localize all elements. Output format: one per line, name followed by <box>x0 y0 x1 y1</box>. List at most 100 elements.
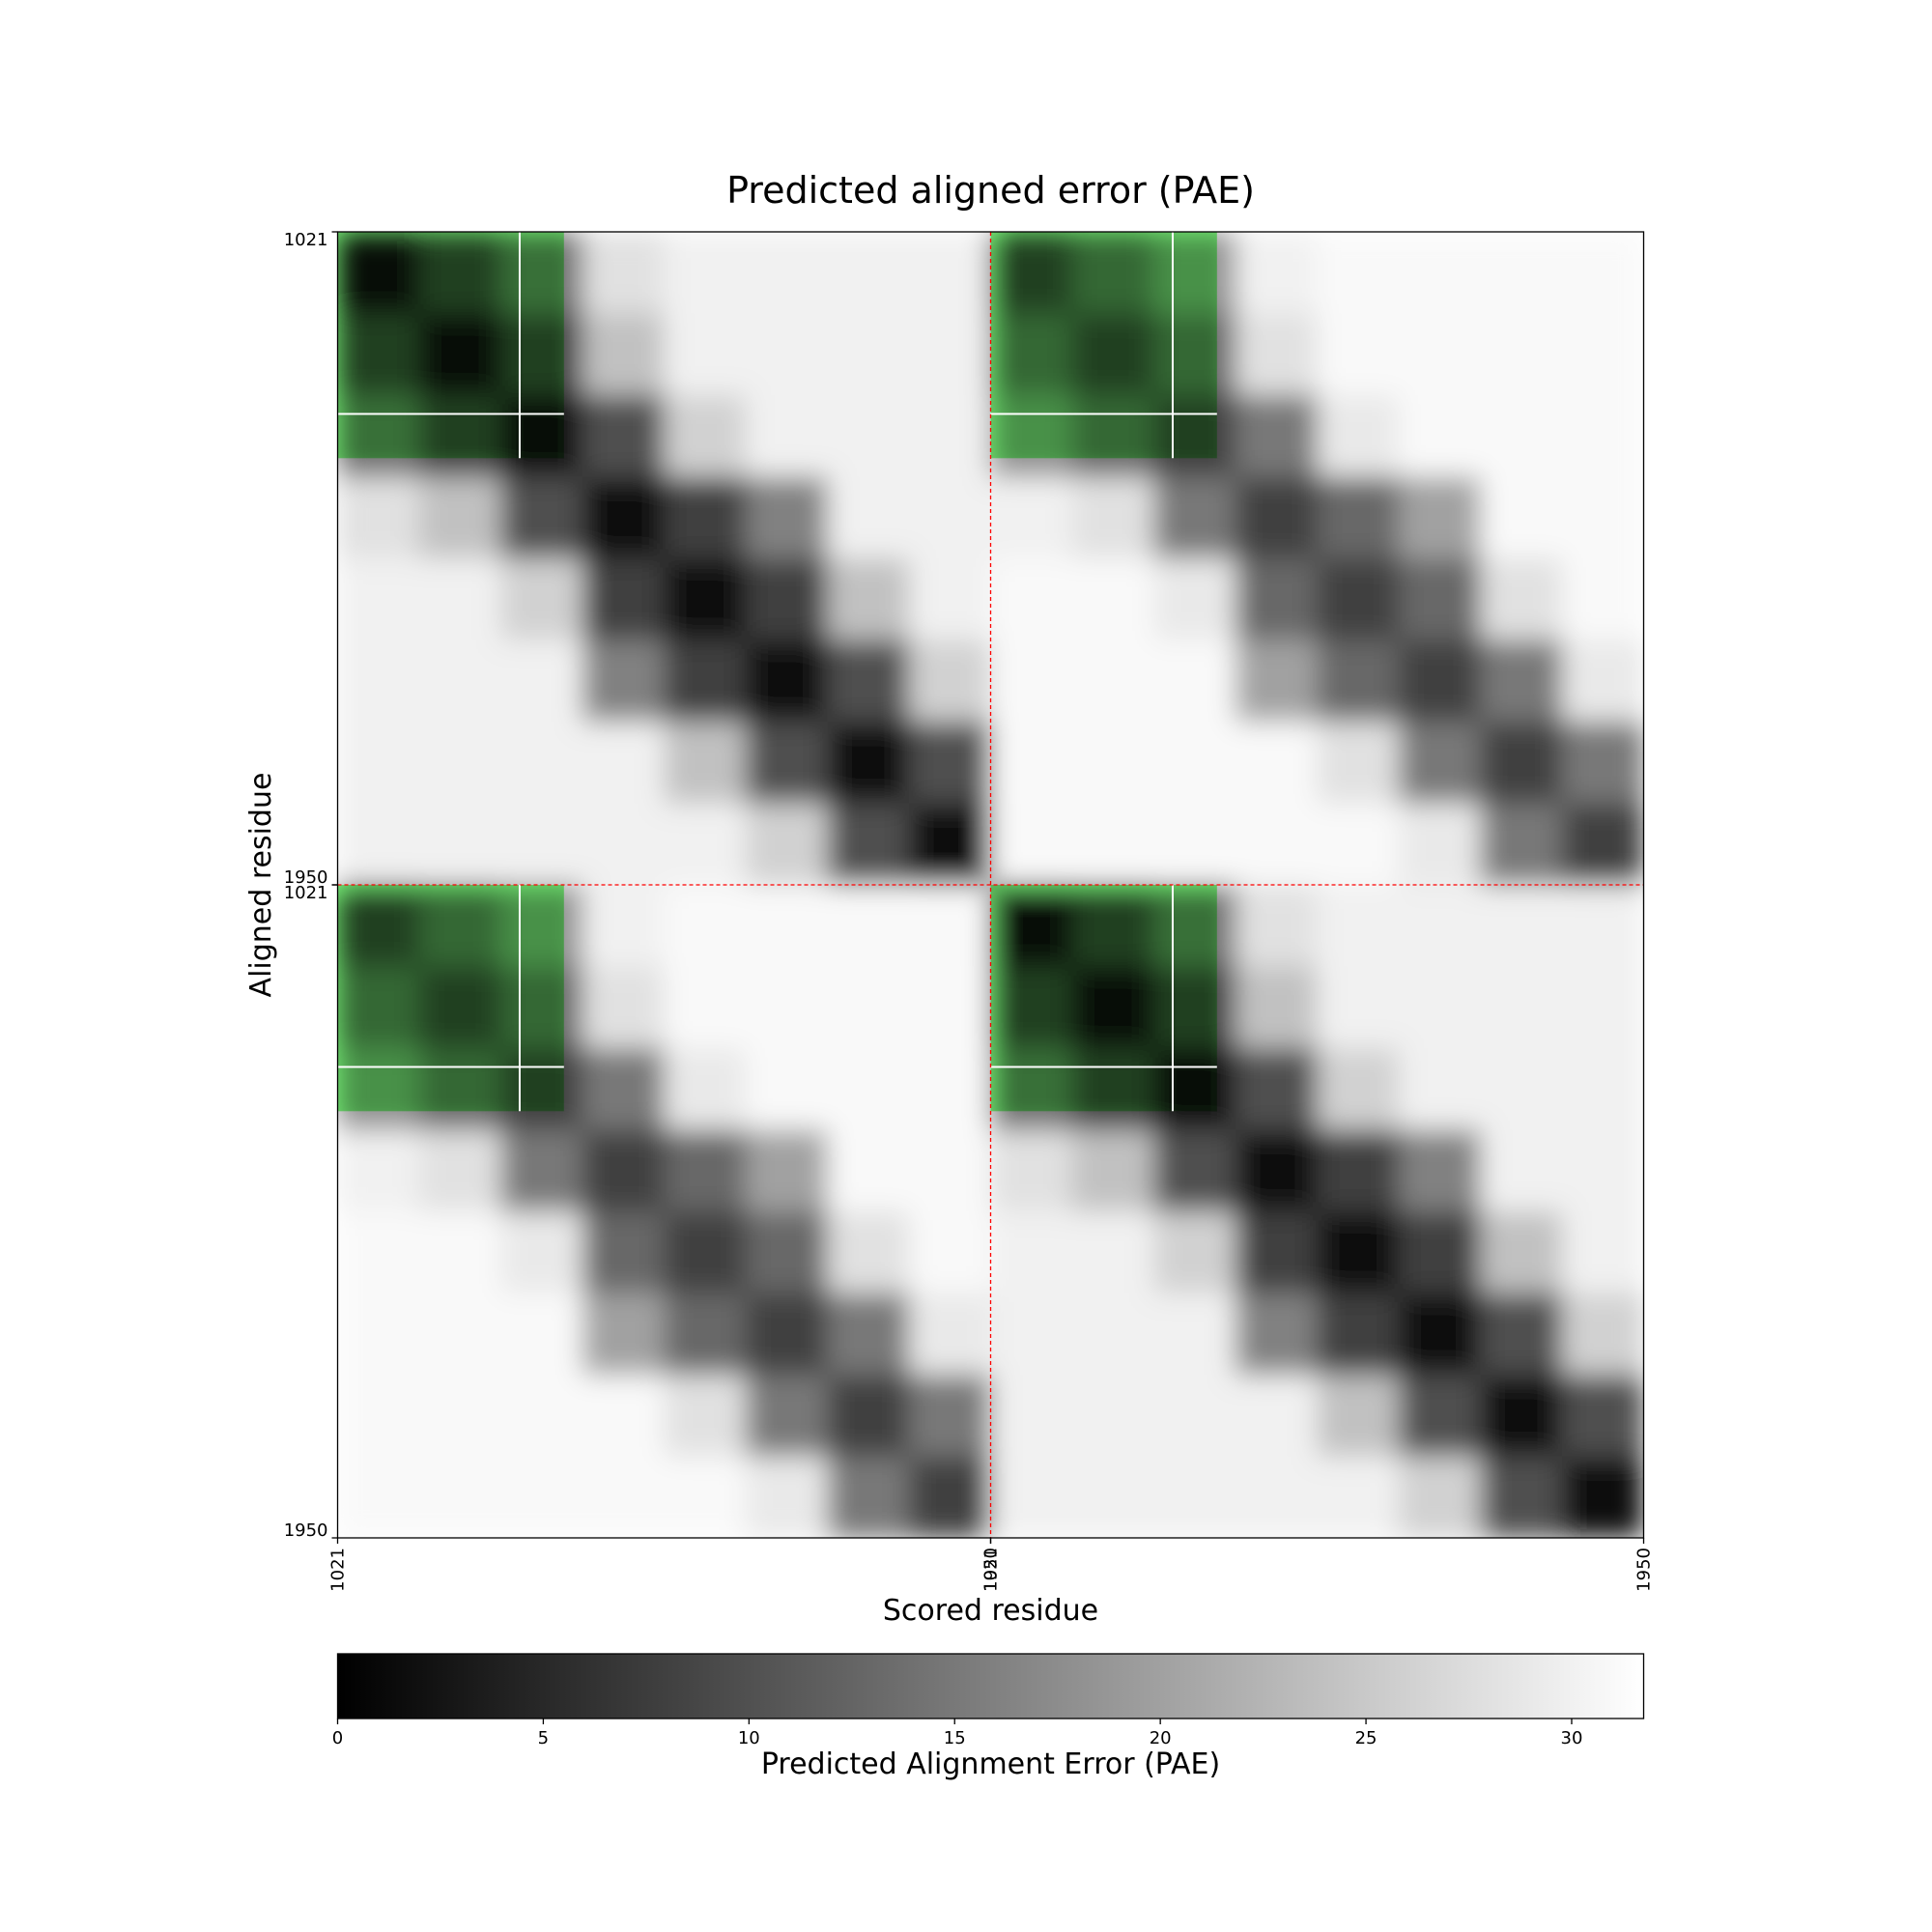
heatmap-cell <box>1317 885 1400 967</box>
heatmap-cell <box>337 639 420 723</box>
heatmap-cell <box>1236 803 1318 886</box>
heatmap-cell <box>746 1048 828 1130</box>
heatmap-cell <box>337 1129 420 1212</box>
heatmap-cell <box>827 1375 910 1457</box>
heatmap-cell <box>1153 1456 1236 1538</box>
heatmap-cell <box>582 722 665 804</box>
y-tick-label: 1950 <box>284 1520 328 1541</box>
heatmap-cell <box>827 1211 910 1293</box>
heatmap-cell <box>1317 639 1400 723</box>
colorbar-tick-label: 15 <box>944 1728 966 1748</box>
heatmap-cell <box>909 1456 991 1538</box>
heatmap-cell <box>1236 313 1318 396</box>
highlight-region <box>337 885 564 1112</box>
heatmap-cell <box>1153 1293 1236 1376</box>
heatmap-cell <box>1480 476 1563 559</box>
heatmap-cell <box>746 966 828 1049</box>
heatmap-cell <box>664 1211 747 1293</box>
heatmap-cell <box>746 885 828 967</box>
heatmap-cell <box>1562 1211 1644 1293</box>
heatmap-cell <box>1399 558 1481 640</box>
heatmap-cell <box>664 476 747 559</box>
heatmap-cell <box>664 1293 747 1376</box>
heatmap-cell <box>419 1211 501 1293</box>
colorbar-tick-label: 0 <box>332 1728 343 1748</box>
heatmap-cell <box>337 1211 420 1293</box>
chart-title: Predicted aligned error (PAE) <box>726 169 1255 212</box>
heatmap-cell <box>1399 966 1481 1049</box>
heatmap-cell <box>664 558 747 640</box>
heatmap-cell <box>1399 1211 1481 1293</box>
heatmap-cell <box>990 558 1073 640</box>
heatmap-cell <box>664 639 747 723</box>
x-tick-label: 1021 <box>981 1548 1002 1592</box>
heatmap-cell <box>1317 722 1400 804</box>
colorbar-tick-label: 10 <box>738 1728 760 1748</box>
heatmap-cell <box>337 1375 420 1457</box>
heatmap-cell <box>1236 1456 1318 1538</box>
heatmap-cell <box>1562 639 1644 723</box>
heatmap-cell <box>1236 1211 1318 1293</box>
heatmap-cell <box>909 1211 991 1293</box>
heatmap-cell <box>1562 1048 1644 1130</box>
heatmap-cell <box>909 1293 991 1376</box>
heatmap-cell <box>1072 1375 1154 1457</box>
heatmap-cell <box>1236 1375 1318 1457</box>
heatmap-cell <box>664 885 747 967</box>
heatmap-cell <box>1317 1129 1400 1212</box>
heatmap-cell <box>827 885 910 967</box>
heatmap-cell <box>827 1293 910 1376</box>
heatmap-cell <box>1317 1456 1400 1538</box>
heatmap-cell <box>664 966 747 1049</box>
heatmap-cell <box>337 803 420 886</box>
heatmap-cell <box>1236 232 1318 314</box>
highlight-region <box>990 232 1217 459</box>
heatmap-cell <box>1072 803 1154 886</box>
heatmap-cell <box>582 313 665 396</box>
heatmap-cell <box>1317 1211 1400 1293</box>
heatmap-cell <box>1153 1129 1236 1212</box>
x-tick-label: 1021 <box>328 1548 349 1592</box>
heatmap-cell <box>990 1211 1073 1293</box>
heatmap-cell <box>664 1129 747 1212</box>
heatmap-cell <box>1480 395 1563 477</box>
heatmap-cell <box>582 558 665 640</box>
heatmap-cell <box>746 1456 828 1538</box>
heatmap-cell <box>582 232 665 314</box>
colorbar-tick-label: 20 <box>1150 1728 1172 1748</box>
colorbar-tick-label: 25 <box>1355 1728 1378 1748</box>
heatmap-cell <box>746 395 828 477</box>
heatmap-cell <box>909 722 991 804</box>
colorbar-tick-label: 30 <box>1561 1728 1583 1748</box>
heatmap-cell <box>337 1456 420 1538</box>
heatmap-cell <box>1562 1375 1644 1457</box>
heatmap-cell <box>1480 1375 1563 1457</box>
heatmap-cell <box>1562 966 1644 1049</box>
heatmap-cell <box>582 395 665 477</box>
heatmap-cell <box>1072 558 1154 640</box>
heatmap-cell <box>746 639 828 723</box>
heatmap-cell <box>1480 639 1563 723</box>
colorbar <box>336 1653 1645 1719</box>
heatmap-cell <box>1399 1375 1481 1457</box>
heatmap-cell <box>1399 476 1481 559</box>
heatmap-cell <box>337 558 420 640</box>
heatmap-cell <box>1399 1293 1481 1376</box>
heatmap-cell <box>827 476 910 559</box>
heatmap-cell <box>337 722 420 804</box>
heatmap-cell <box>1236 558 1318 640</box>
heatmap-cell <box>1399 1456 1481 1538</box>
heatmap-cell <box>419 1375 501 1457</box>
heatmap-cell <box>1562 1129 1644 1212</box>
heatmap-cell <box>419 558 501 640</box>
heatmap-cell <box>1562 313 1644 396</box>
heatmap-cell <box>1399 313 1481 396</box>
heatmap-cell <box>664 1456 747 1538</box>
heatmap-cell <box>909 313 991 396</box>
heatmap-cell <box>1399 232 1481 314</box>
heatmap-cell <box>582 639 665 723</box>
heatmap-cell <box>1480 722 1563 804</box>
heatmap-cell <box>1480 1293 1563 1376</box>
heatmap-cell <box>419 803 501 886</box>
